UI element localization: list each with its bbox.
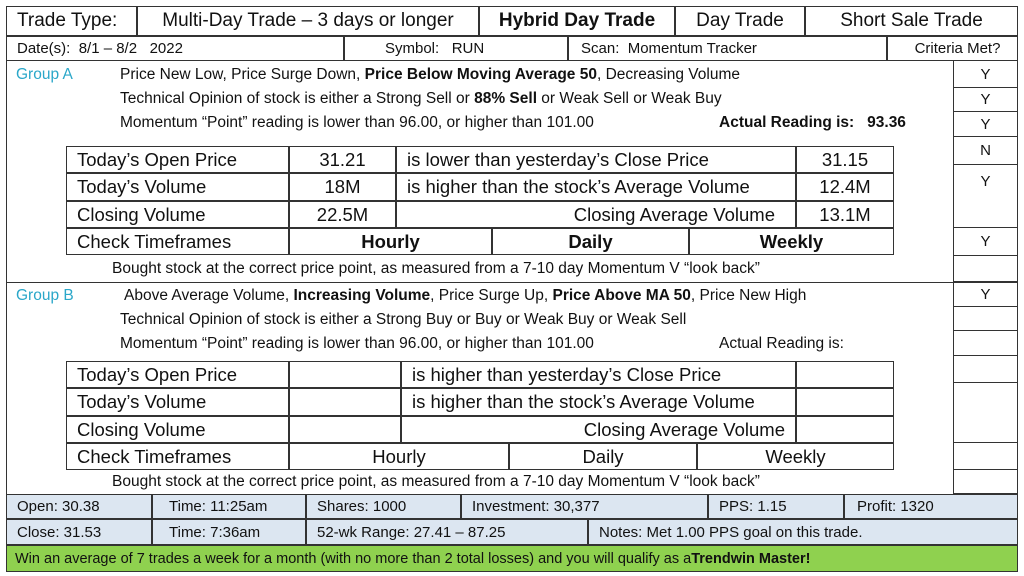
group-b-open-price-value[interactable] [289, 361, 401, 388]
group-a-daily[interactable]: Daily [492, 228, 689, 255]
symbol-field: Symbol: RUN [344, 36, 568, 61]
group-b-bought-text: Bought stock at the correct price point,… [112, 473, 760, 490]
trendwin-master-banner: Win an average of 7 trades a week for a … [6, 545, 1018, 572]
dates-label: Date(s): [17, 40, 71, 57]
group-a-timeframes-label: Check Timeframes [66, 228, 289, 255]
group-b-prev-close-value[interactable] [796, 361, 894, 388]
scan-label: Scan: [581, 40, 620, 57]
group-b-criteria-cell[interactable] [953, 383, 1017, 443]
group-b-criteria-cell[interactable]: Y [953, 283, 1017, 307]
group-a-open-price-label: Today’s Open Price [66, 146, 289, 173]
group-a-open-price-value[interactable]: 31.21 [289, 146, 396, 173]
group-a-criteria-cell[interactable]: Y [953, 61, 1017, 88]
profit: Profit: 1320 [844, 494, 1018, 519]
trade-type-label: Trade Type: [6, 6, 137, 36]
group-b-volume-value[interactable] [289, 388, 401, 416]
short-sale-trade-option[interactable]: Short Sale Trade [805, 6, 1018, 36]
multi-day-trade-option[interactable]: Multi-Day Trade – 3 days or longer [137, 6, 479, 36]
group-a-criteria-cell[interactable]: N [953, 137, 1017, 165]
group-a-criteria-cell[interactable]: Y [953, 112, 1017, 137]
group-b-criteria-cell[interactable] [953, 470, 1017, 494]
group-a-bought-text: Bought stock at the correct price point,… [112, 260, 760, 277]
dates-value: 8/1 – 8/2 [78, 40, 138, 57]
group-b-closing-volume-label: Closing Volume [66, 416, 289, 443]
group-a-criteria-cell[interactable]: Y [953, 228, 1017, 256]
group-b-hourly[interactable]: Hourly [289, 443, 509, 470]
day-trade-option[interactable]: Day Trade [675, 6, 805, 36]
group-b-criteria-cell[interactable] [953, 443, 1017, 470]
scan-value: Momentum Tracker [627, 40, 757, 57]
group-a-line3: Momentum “Point” reading is lower than 9… [120, 114, 594, 131]
group-a-avg-volume-value[interactable]: 12.4M [796, 173, 894, 201]
group-b-label: Group B [16, 287, 74, 304]
group-a-closing-avg-label: Closing Average Volume [396, 201, 796, 228]
criteria-met-header: Criteria Met? [887, 36, 1018, 61]
group-a-line2: Technical Opinion of stock is either a S… [120, 90, 722, 107]
group-a-volume-value[interactable]: 18M [289, 173, 396, 201]
close-time: Time: 7:36am [152, 519, 306, 545]
group-a-criteria-cell[interactable] [953, 256, 1017, 282]
pps: PPS: 1.15 [708, 494, 844, 519]
year-value: 2022 [149, 40, 183, 57]
group-b-daily[interactable]: Daily [509, 443, 697, 470]
shares: Shares: 1000 [306, 494, 461, 519]
group-a-closing-volume-label: Closing Volume [66, 201, 289, 228]
close-price: Close: 31.53 [6, 519, 152, 545]
trendwin-master-text: Trendwin Master! [691, 550, 811, 567]
group-a-closing-volume-value[interactable]: 22.5M [289, 201, 396, 228]
group-a-actual-reading: Actual Reading is: 93.36 [719, 114, 906, 131]
group-b-criteria-cell[interactable] [953, 307, 1017, 331]
group-a-hourly[interactable]: Hourly [289, 228, 492, 255]
group-b-closing-avg-label: Closing Average Volume [401, 416, 796, 443]
open-price: Open: 30.38 [6, 494, 152, 519]
group-b-closing-avg-value[interactable] [796, 416, 894, 443]
dates-field: Date(s): 8/1 – 8/2 2022 [6, 36, 344, 61]
group-a-volume-label: Today’s Volume [66, 173, 289, 201]
hybrid-day-trade-option[interactable]: Hybrid Day Trade [479, 6, 675, 36]
group-divider [6, 282, 1018, 283]
group-a-prev-close-value[interactable]: 31.15 [796, 146, 894, 173]
investment: Investment: 30,377 [461, 494, 708, 519]
group-b-volume-compare: is higher than the stock’s Average Volum… [401, 388, 796, 416]
scan-field: Scan: Momentum Tracker [568, 36, 887, 61]
open-time: Time: 11:25am [152, 494, 306, 519]
group-a-weekly[interactable]: Weekly [689, 228, 894, 255]
group-a-open-compare: is lower than yesterday’s Close Price [396, 146, 796, 173]
group-b-weekly[interactable]: Weekly [697, 443, 894, 470]
group-b-volume-label: Today’s Volume [66, 388, 289, 416]
symbol-label: Symbol: [385, 40, 440, 57]
group-b-avg-volume-value[interactable] [796, 388, 894, 416]
group-b-closing-volume-value[interactable] [289, 416, 401, 443]
group-b-line2: Technical Opinion of stock is either a S… [120, 311, 687, 328]
group-b-open-compare: is higher than yesterday’s Close Price [401, 361, 796, 388]
group-a-volume-compare: is higher than the stock’s Average Volum… [396, 173, 796, 201]
group-b-line3: Momentum “Point” reading is lower than 9… [120, 335, 594, 352]
group-b-open-price-label: Today’s Open Price [66, 361, 289, 388]
group-b-line1: Above Average Volume, Increasing Volume,… [124, 287, 807, 304]
group-a-line1: Price New Low, Price Surge Down, Price B… [120, 66, 740, 83]
52-week-range: 52-wk Range: 27.41 – 87.25 [306, 519, 588, 545]
notes: Notes: Met 1.00 PPS goal on this trade. [588, 519, 1018, 545]
group-b-timeframes-label: Check Timeframes [66, 443, 289, 470]
group-a-label: Group A [16, 66, 73, 83]
group-a-criteria-cell[interactable]: Y [953, 165, 1017, 228]
symbol-value: RUN [451, 40, 485, 57]
group-a-criteria-cell[interactable]: Y [953, 88, 1017, 112]
group-b-criteria-cell[interactable] [953, 331, 1017, 356]
group-a-closing-avg-value[interactable]: 13.1M [796, 201, 894, 228]
group-b-actual-reading: Actual Reading is: [719, 335, 844, 352]
group-b-criteria-cell[interactable] [953, 356, 1017, 383]
